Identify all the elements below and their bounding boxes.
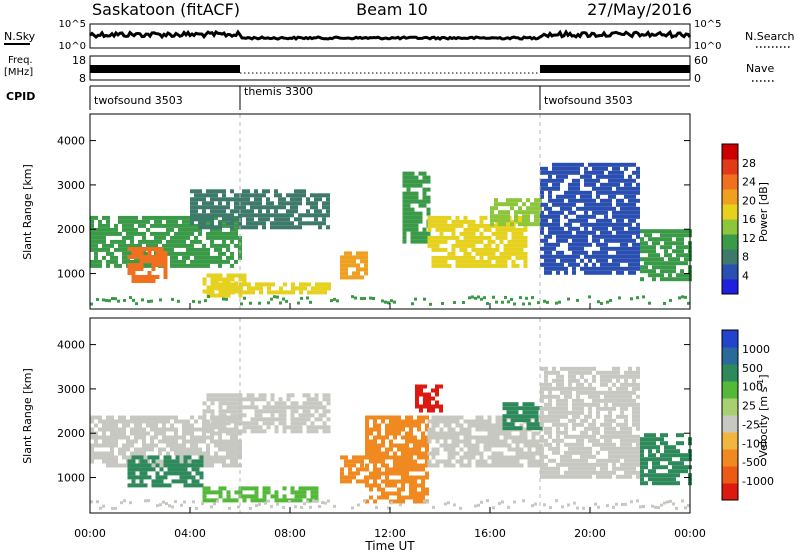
beam-title: Beam 10: [356, 0, 428, 19]
colorbar-tick-label: 20: [742, 194, 756, 207]
x-tick-label: 20:00: [574, 527, 606, 540]
colorbar-tick-label: 500: [742, 362, 763, 375]
colorbar-tick-label: 100: [742, 381, 763, 394]
freq-right-tick-bottom: 0: [694, 72, 701, 85]
colorbar-tick-label: -1000: [742, 475, 774, 488]
xlabel: Time UT: [364, 539, 415, 553]
frequency-panel: Freq. [MHz] 18 8 60 0 Nave: [4, 54, 774, 85]
colorbar-tick-label: 12: [742, 232, 756, 245]
colorbar-tick-label: 16: [742, 213, 756, 226]
nsky-label: N.Sky: [4, 30, 36, 43]
time-axis: 00:00 04:00 08:00 12:00 16:00 20:00 00:00: [74, 303, 706, 540]
x-tick-label: 04:00: [174, 527, 206, 540]
velocity-panel: 1000 2000 3000 4000 Slant Range [km] 1000 50…: [21, 317, 774, 514]
y-tick-label: 1000: [57, 472, 85, 485]
noise-right-tick-bottom: 10^0: [694, 41, 721, 52]
x-tick-label: 12:00: [374, 527, 406, 540]
velocity-colorbar: 1000 500 100 25 -25 -100 -500 -1000: [721, 329, 774, 501]
freq-unit-label: [MHz]: [4, 67, 33, 78]
freq-label: Freq.: [8, 55, 33, 66]
cpid-segment-label: twofsound 3503: [544, 94, 633, 107]
colorbar-tick-label: 8: [742, 251, 749, 264]
colorbar-tick-label: 24: [742, 176, 756, 189]
y-tick-label: 4000: [57, 135, 85, 148]
nave-label: Nave: [746, 62, 774, 75]
noise-panel: N.Sky 10^5 10^0 10^5 10^0 N.Search: [4, 19, 795, 52]
x-tick-label: 16:00: [474, 527, 506, 540]
colorbar-tick-label: 1000: [742, 343, 770, 356]
power-y-axis: 1000 2000 3000 4000: [57, 135, 690, 281]
date-title: 27/May/2016: [587, 0, 692, 19]
freq-left-tick-bottom: 8: [79, 72, 86, 85]
y-tick-label: 4000: [57, 339, 85, 352]
freq-right-tick-top: 60: [694, 54, 708, 67]
x-tick-label: 08:00: [274, 527, 306, 540]
colorbar-tick-label: 28: [742, 157, 756, 170]
noise-left-tick-bottom: 10^0: [59, 41, 86, 52]
velocity-y-axis: 1000 2000 3000 4000: [57, 339, 690, 485]
cpid-segment-label: themis 3300: [244, 85, 313, 98]
noise-trace: [88, 29, 692, 41]
y-tick-label: 2000: [57, 427, 85, 440]
velocity-colorbar-label: Velocity [m s-1]: [756, 374, 770, 457]
colorbar-tick-label: 25: [742, 400, 756, 413]
power-colorbar-label: Power [dB]: [757, 182, 770, 242]
power-cells: [90, 162, 692, 306]
y-tick-label: 3000: [57, 179, 85, 192]
frequency-trace: [90, 65, 690, 74]
noise-right-tick-top: 10^5: [694, 19, 721, 30]
velocity-ylabel: Slant Range [km]: [21, 368, 34, 464]
y-tick-label: 2000: [57, 223, 85, 236]
x-tick-label: 00:00: [74, 527, 106, 540]
power-panel: 1000 2000 3000 4000 Slant Range [km] 4 8 12 16…: [21, 113, 770, 310]
nsearch-label: N.Search: [745, 30, 795, 43]
cpid-strip: CPID twofsound 3503 themis 3300 twofsound …: [6, 85, 690, 110]
power-colorbar: 4 8 12 16 20 24 28: [721, 143, 756, 295]
power-ylabel: Slant Range [km]: [21, 164, 34, 260]
y-tick-label: 3000: [57, 383, 85, 396]
velocity-cells: [90, 366, 692, 510]
cpid-label: CPID: [6, 90, 35, 103]
y-tick-label: 1000: [57, 268, 85, 281]
x-tick-label: 00:00: [674, 527, 706, 540]
freq-left-tick-top: 18: [72, 54, 86, 67]
colorbar-tick-label: -25: [742, 418, 760, 431]
colorbar-tick-label: 4: [742, 269, 749, 282]
noise-left-tick-top: 10^5: [59, 19, 86, 30]
cpid-segment-label: twofsound 3503: [94, 94, 183, 107]
colorbar-tick-label: -500: [742, 456, 767, 469]
site-title: Saskatoon (fitACF): [92, 0, 240, 19]
colorbar-tick-label: -100: [742, 437, 767, 450]
